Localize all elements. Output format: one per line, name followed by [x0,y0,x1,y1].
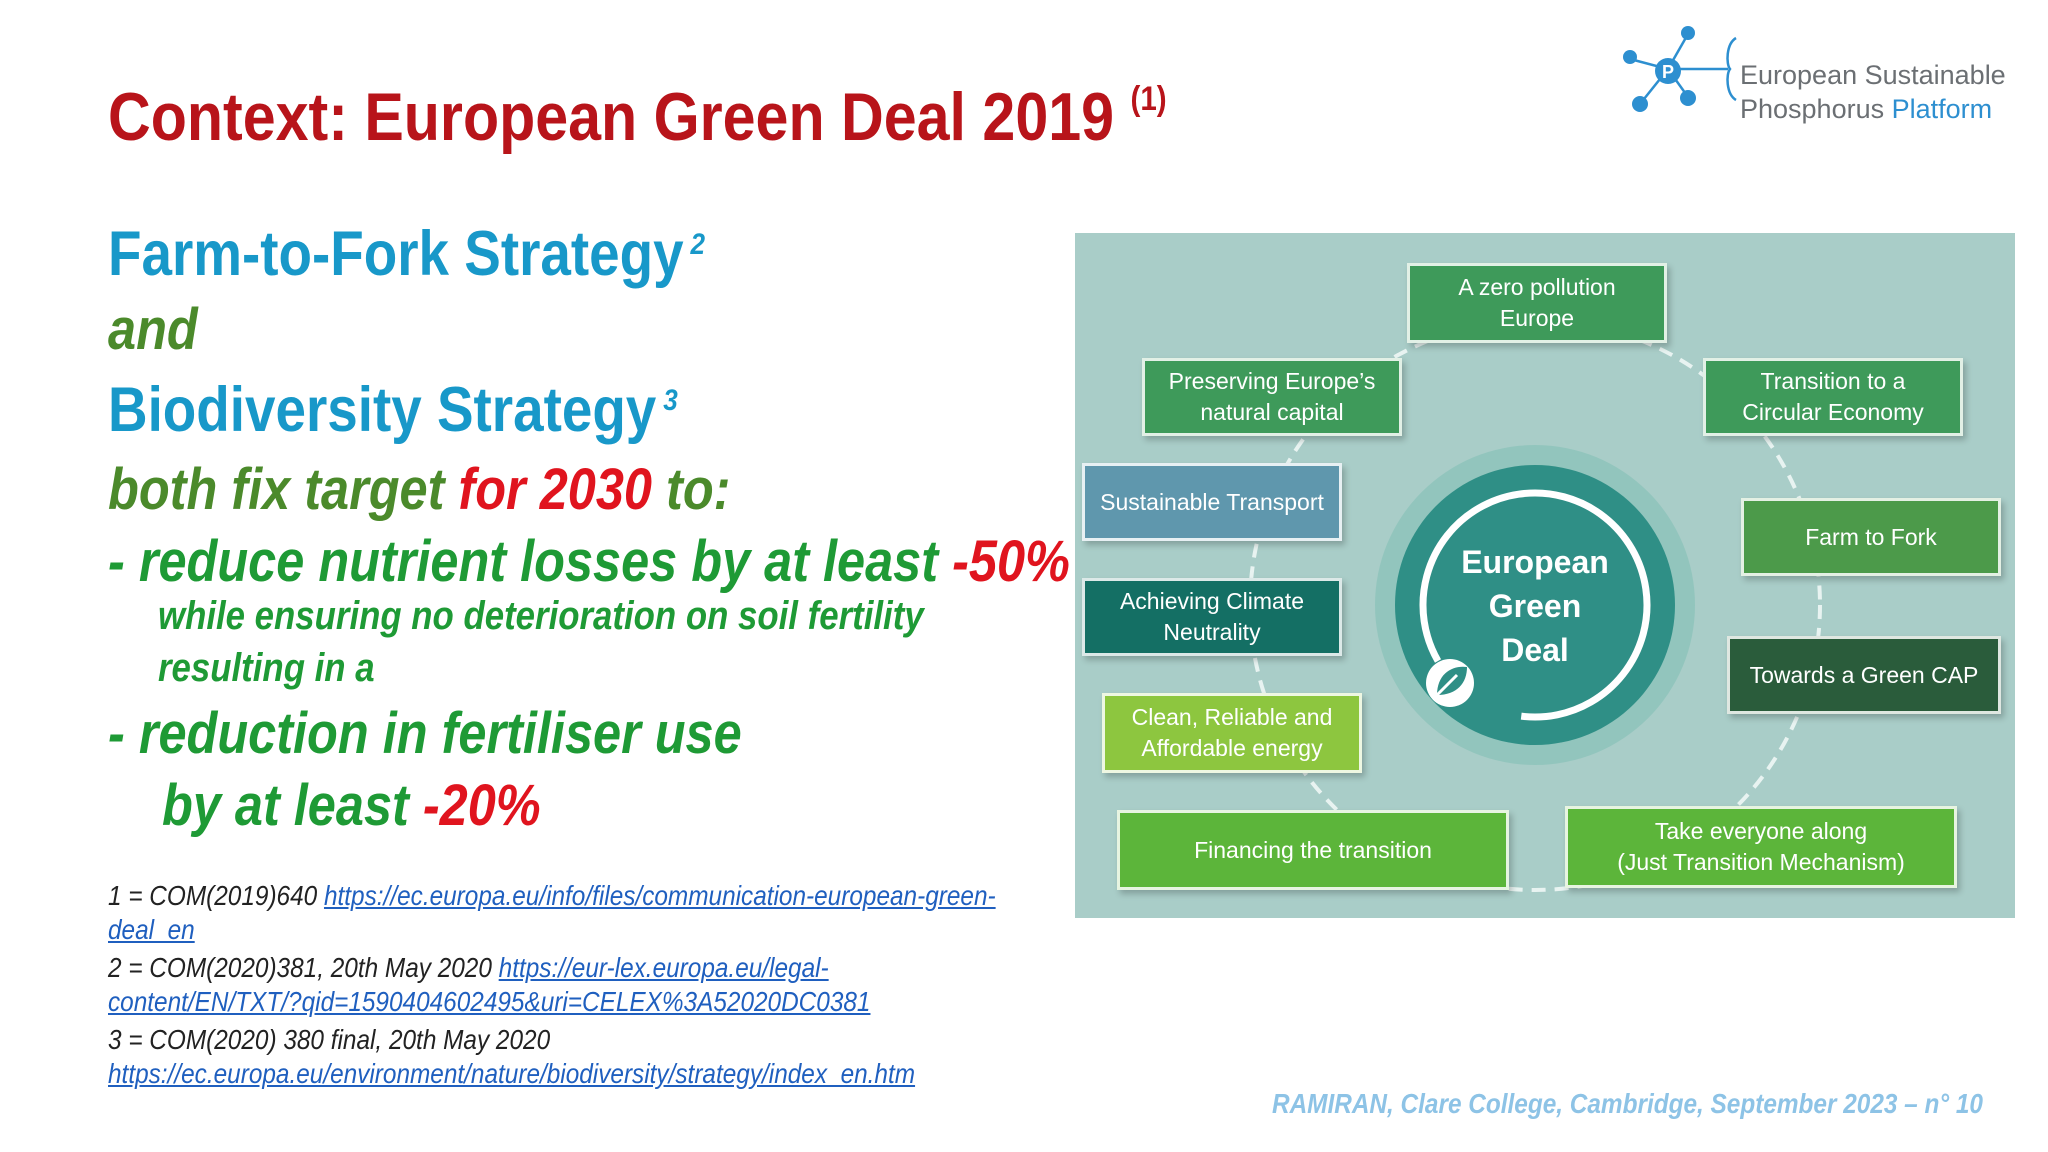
take-everyone-l1: Take everyone along [1654,818,1868,844]
reference-2-cont: content/EN/TXT/?qid=1590404602495&uri=CE… [108,986,870,1018]
logo-line1: European Sustainable [1740,60,2006,90]
l1-text: Farm-to-Fork Strategy [108,219,684,289]
box-green-cap: Towards a Green CAP [1727,636,2001,714]
reference-3-cont: https://ec.europa.eu/environment/nature/… [108,1058,915,1090]
ref2-prefix: 2 = COM(2020)381, 20th May 2020 [108,952,492,983]
climate-l1: Achieving Climate [1119,588,1305,614]
l4-a: both fix target [108,457,445,522]
center-line1: European [1461,544,1609,580]
slide-title-text: Context: European Green Deal 2019 [108,79,1115,155]
logo-line2-b: Platform [1891,94,1993,124]
circular-l2: Circular Economy [1742,399,1924,425]
biodiversity-heading: Biodiversity Strategy 3 [108,374,678,446]
box-preserving: Preserving Europe’s natural capital [1142,358,1402,436]
preserving-l1: Preserving Europe’s [1168,368,1376,394]
box-sustainable-transport: Sustainable Transport [1082,463,1342,541]
transport-label: Sustainable Transport [1100,488,1324,515]
logo-center-letter: P [1662,62,1674,82]
ref1-prefix: 1 = COM(2019)640 [108,880,318,911]
fertiliser-line: - reduction in fertiliser use [108,701,742,766]
espp-logo: P [1623,26,1737,112]
take-everyone-l2: (Just Transition Mechanism) [1617,849,1905,875]
zero-pollution-l1: A zero pollution [1458,274,1616,300]
slide-footer: RAMIRAN, Clare College, Cambridge, Septe… [1272,1088,1983,1119]
financing-label: Financing the transition [1194,836,1432,863]
energy-l2: Affordable energy [1141,735,1323,761]
preserving-l2: natural capital [1200,399,1344,425]
soil-fertility-line: while ensuring no deterioration on soil … [158,594,924,638]
by-at-least-line: by at least -20% [162,772,541,839]
reference-2: 2 = COM(2020)381, 20th May 2020 https://… [108,952,829,984]
slide-title: Context: European Green Deal 2019 (1) [108,78,1167,156]
l9-b: -20% [422,773,541,838]
green-deal-diagram: European Green Deal A zero pollution Euro… [1075,233,2015,918]
l4-c: to: [666,457,731,522]
nutrient-losses-line: - reduce nutrient losses by at least -50… [108,528,1070,595]
farm-to-fork-label: Farm to Fork [1805,523,1937,550]
box-zero-pollution: A zero pollution Europe [1407,263,1667,343]
box-farm-to-fork: Farm to Fork [1741,498,2001,576]
climate-l2: Neutrality [1163,619,1261,645]
slide-title-ref: (1) [1130,80,1167,118]
reference-3: 3 = COM(2020) 380 final, 20th May 2020 [108,1024,551,1055]
target-line: both fix target for 2030 to: [108,456,730,523]
l4-b: for 2030 [458,457,652,522]
and-text: and [108,297,198,362]
box-clean-energy: Clean, Reliable and Affordable energy [1102,693,1362,773]
green-cap-label: Towards a Green CAP [1749,661,1979,688]
l9-a: by at least [162,773,409,838]
reference-1: 1 = COM(2019)640 https://ec.europa.eu/in… [108,880,996,912]
ref1-link[interactable]: https://ec.europa.eu/info/files/communic… [323,880,996,911]
center-line2: Green [1489,588,1581,624]
zero-pollution-l2: Europe [1499,305,1575,331]
energy-l1: Clean, Reliable and [1131,704,1333,730]
resulting-line: resulting in a [158,646,375,690]
ref2-link[interactable]: https://eur-lex.europa.eu/legal- [498,952,829,983]
l3-sup: 3 [663,384,678,417]
leaf-icon [1426,659,1474,707]
reference-1-cont: deal_en [108,914,195,946]
center-line3: Deal [1501,632,1569,668]
logo-line2-a: Phosphorus [1740,94,1885,124]
circular-l1: Transition to a [1760,368,1906,394]
box-climate-neutrality: Achieving Climate Neutrality [1082,578,1342,656]
box-circular-economy: Transition to a Circular Economy [1703,358,1963,436]
l5-b: -50% [952,529,1070,594]
box-financing: Financing the transition [1117,810,1509,890]
l3-text: Biodiversity Strategy [108,375,657,445]
l5-a: - reduce nutrient losses by at least [108,529,939,594]
ref3-link[interactable]: https://ec.europa.eu/environment/nature/… [108,1058,916,1089]
box-take-everyone: Take everyone along (Just Transition Mech… [1565,806,1957,888]
farm-to-fork-heading: Farm-to-Fork Strategy 2 [108,218,705,290]
l1-sup: 2 [690,228,706,261]
ref2-link-cont[interactable]: content/EN/TXT/?qid=1590404602495&uri=CE… [108,986,871,1017]
ref1-link-cont[interactable]: deal_en [108,914,195,945]
logo-line2: Phosphorus Platform [1740,94,1992,125]
